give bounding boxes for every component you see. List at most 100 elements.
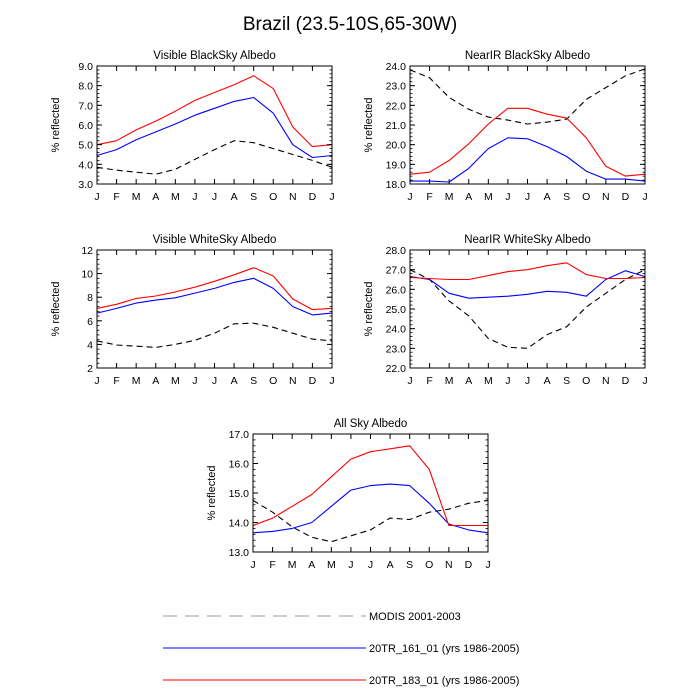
x-tick-label: F <box>426 375 432 387</box>
y-tick-label: 4 <box>87 339 93 351</box>
x-tick-label: A <box>231 375 238 387</box>
x-tick-label: J <box>505 375 510 387</box>
plot-frame <box>409 249 646 369</box>
y-axis-label: % reflected <box>363 281 375 336</box>
x-tick-label: D <box>622 375 630 387</box>
x-tick-label: F <box>426 191 432 203</box>
x-tick-label: S <box>250 375 257 387</box>
legend-modis-label: MODIS 2001-2003 <box>369 611 461 623</box>
series-modis-line <box>409 269 646 349</box>
x-tick-label: F <box>113 375 119 387</box>
x-tick-label: A <box>465 375 472 387</box>
x-tick-label: A <box>387 559 394 571</box>
x-tick-label: J <box>407 375 412 387</box>
series-20tr-183-line <box>96 267 333 311</box>
series-modis-line <box>252 499 489 543</box>
y-tick-label: 22.0 <box>386 363 407 375</box>
series-20tr-183-line <box>409 107 646 177</box>
x-tick-label: J <box>505 191 510 203</box>
x-tick-label: N <box>602 375 610 387</box>
y-axis-label: % reflected <box>206 465 218 520</box>
y-tick-label: 24.0 <box>386 61 407 73</box>
y-tick-label: 14.0 <box>229 518 250 530</box>
x-tick-label: F <box>113 191 119 203</box>
y-tick-label: 16.0 <box>229 459 250 471</box>
x-tick-label: J <box>642 375 647 387</box>
y-axis-label: % reflected <box>50 281 62 336</box>
x-tick-label: M <box>445 191 454 203</box>
x-tick-label: N <box>602 191 610 203</box>
y-tick-label: 18.0 <box>386 179 407 191</box>
y-tick-label: 20.0 <box>386 140 407 152</box>
y-tick-label: 10 <box>81 269 93 281</box>
x-tick-label: J <box>192 191 197 203</box>
y-tick-label: 24.0 <box>386 324 407 336</box>
x-tick-label: J <box>94 191 99 203</box>
y-tick-label: 23.0 <box>386 81 407 93</box>
y-tick-label: 3.0 <box>78 179 93 191</box>
x-tick-label: J <box>329 375 334 387</box>
series-modis-line <box>96 322 333 348</box>
y-tick-label: 23.0 <box>386 343 407 355</box>
x-tick-label: O <box>582 375 590 387</box>
panel-title: NearIR BlackSky Albedo <box>465 50 590 62</box>
x-tick-label: O <box>269 375 277 387</box>
panel-title: All Sky Albedo <box>334 418 408 430</box>
x-tick-label: M <box>171 191 180 203</box>
x-tick-label: J <box>485 559 490 571</box>
x-tick-label: S <box>563 191 570 203</box>
series-modis-line <box>409 68 646 125</box>
x-tick-label: J <box>94 375 99 387</box>
x-tick-label: A <box>544 191 551 203</box>
x-tick-label: J <box>407 191 412 203</box>
x-tick-label: F <box>269 559 275 571</box>
y-tick-label: 27.0 <box>386 265 407 277</box>
panel-title: NearIR WhiteSky Albedo <box>464 234 591 246</box>
y-tick-label: 21.0 <box>386 120 407 132</box>
x-tick-label: S <box>563 375 570 387</box>
legend-20tr-183-label: 20TR_183_01 (yrs 1986-2005) <box>369 675 519 687</box>
x-tick-label: J <box>192 375 197 387</box>
plot-frame <box>96 65 333 185</box>
series-20tr-161-line <box>96 96 333 159</box>
series-modis-line <box>96 140 333 175</box>
panel-title: Visible BlackSky Albedo <box>153 50 276 62</box>
figure-title: Brazil (23.5-10S,65-30W) <box>243 14 457 35</box>
x-tick-label: A <box>308 559 315 571</box>
series-20tr-183-line <box>409 262 646 281</box>
x-tick-label: M <box>171 375 180 387</box>
x-tick-label: M <box>327 559 336 571</box>
legend: MODIS 2001-2003 20TR_161_01 (yrs 1986-200… <box>163 611 519 687</box>
x-tick-label: N <box>289 191 297 203</box>
y-tick-label: 12 <box>81 245 93 257</box>
x-tick-label: O <box>269 191 277 203</box>
x-tick-label: S <box>250 191 257 203</box>
series-20tr-183-line <box>96 75 333 148</box>
y-tick-label: 15.0 <box>229 488 250 500</box>
y-tick-label: 17.0 <box>229 429 250 441</box>
x-tick-label: M <box>484 375 493 387</box>
y-tick-label: 8 <box>87 292 93 304</box>
plot-frame <box>96 249 333 369</box>
y-tick-label: 22.0 <box>386 100 407 112</box>
x-tick-label: M <box>484 191 493 203</box>
x-tick-label: M <box>132 191 141 203</box>
y-tick-label: 6 <box>87 316 93 328</box>
x-tick-label: A <box>465 191 472 203</box>
y-tick-label: 7.0 <box>78 100 93 112</box>
series-20tr-183-line <box>252 445 488 527</box>
y-tick-label: 6.0 <box>78 120 93 132</box>
x-tick-label: D <box>309 375 317 387</box>
series-20tr-161-line <box>96 277 333 316</box>
x-tick-label: A <box>152 191 159 203</box>
y-tick-label: 9.0 <box>78 61 93 73</box>
y-tick-label: 5.0 <box>78 140 93 152</box>
x-tick-label: J <box>642 191 647 203</box>
x-tick-label: O <box>582 191 590 203</box>
y-tick-label: 19.0 <box>386 159 407 171</box>
x-tick-label: A <box>152 375 159 387</box>
